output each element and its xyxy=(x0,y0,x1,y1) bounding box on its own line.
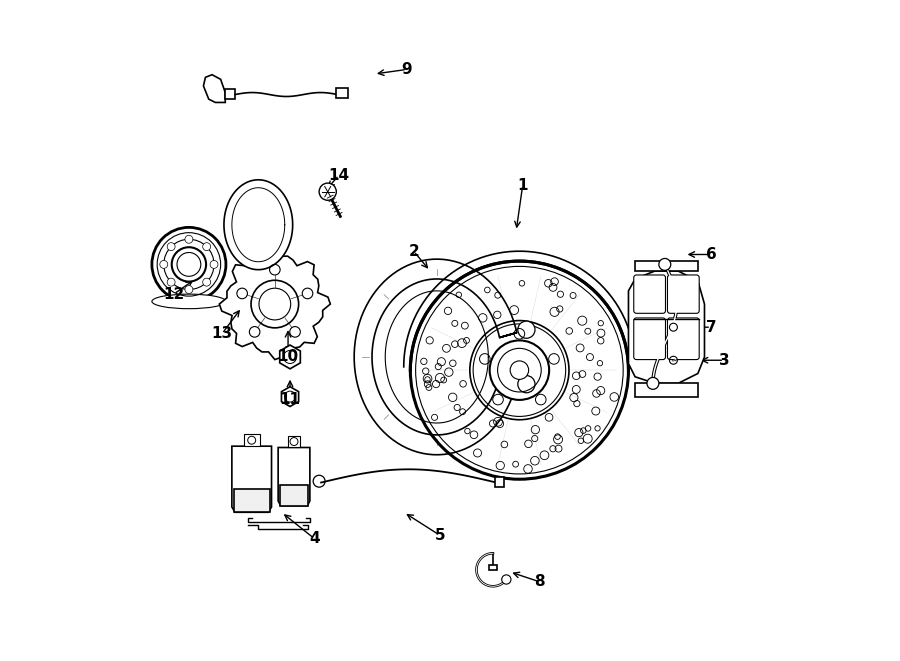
Text: 2: 2 xyxy=(409,244,419,258)
Ellipse shape xyxy=(152,294,226,309)
Polygon shape xyxy=(635,383,698,397)
Polygon shape xyxy=(337,88,347,98)
FancyBboxPatch shape xyxy=(634,318,665,360)
Circle shape xyxy=(167,278,176,286)
Text: 1: 1 xyxy=(518,178,528,192)
Circle shape xyxy=(518,321,535,338)
Polygon shape xyxy=(628,271,705,383)
Polygon shape xyxy=(282,387,299,407)
Circle shape xyxy=(647,377,659,389)
Polygon shape xyxy=(225,89,235,99)
Polygon shape xyxy=(495,477,504,487)
FancyBboxPatch shape xyxy=(668,275,699,313)
Polygon shape xyxy=(220,249,330,360)
Polygon shape xyxy=(203,75,225,102)
FancyBboxPatch shape xyxy=(634,275,665,313)
Circle shape xyxy=(184,286,193,293)
Circle shape xyxy=(184,235,193,243)
Circle shape xyxy=(410,261,628,479)
Circle shape xyxy=(518,375,535,393)
Text: 5: 5 xyxy=(435,528,446,543)
Polygon shape xyxy=(280,345,301,369)
Circle shape xyxy=(659,258,670,270)
Polygon shape xyxy=(278,447,310,506)
Circle shape xyxy=(501,575,511,584)
Circle shape xyxy=(152,227,226,301)
Circle shape xyxy=(172,247,206,282)
Circle shape xyxy=(320,183,337,200)
Text: 6: 6 xyxy=(706,247,716,262)
Circle shape xyxy=(202,278,211,286)
Text: 3: 3 xyxy=(719,353,730,368)
Circle shape xyxy=(210,260,218,268)
Text: 14: 14 xyxy=(328,168,349,182)
Text: 10: 10 xyxy=(277,350,299,364)
Text: 9: 9 xyxy=(401,62,412,77)
Polygon shape xyxy=(635,261,698,271)
Text: 13: 13 xyxy=(212,327,232,341)
Polygon shape xyxy=(288,436,301,447)
Text: 4: 4 xyxy=(310,531,320,546)
Polygon shape xyxy=(355,259,517,455)
Text: 12: 12 xyxy=(163,287,184,301)
Polygon shape xyxy=(224,180,292,270)
Polygon shape xyxy=(489,565,497,570)
Text: 7: 7 xyxy=(706,320,716,334)
Circle shape xyxy=(202,243,211,251)
Polygon shape xyxy=(280,485,308,506)
Polygon shape xyxy=(232,446,272,512)
Polygon shape xyxy=(234,489,269,512)
Text: 11: 11 xyxy=(280,393,301,407)
FancyBboxPatch shape xyxy=(668,318,699,360)
Circle shape xyxy=(167,243,176,251)
Circle shape xyxy=(160,260,167,268)
Circle shape xyxy=(510,361,528,379)
Circle shape xyxy=(490,340,549,400)
Polygon shape xyxy=(244,434,259,446)
Text: 8: 8 xyxy=(534,574,544,589)
Circle shape xyxy=(251,280,299,328)
